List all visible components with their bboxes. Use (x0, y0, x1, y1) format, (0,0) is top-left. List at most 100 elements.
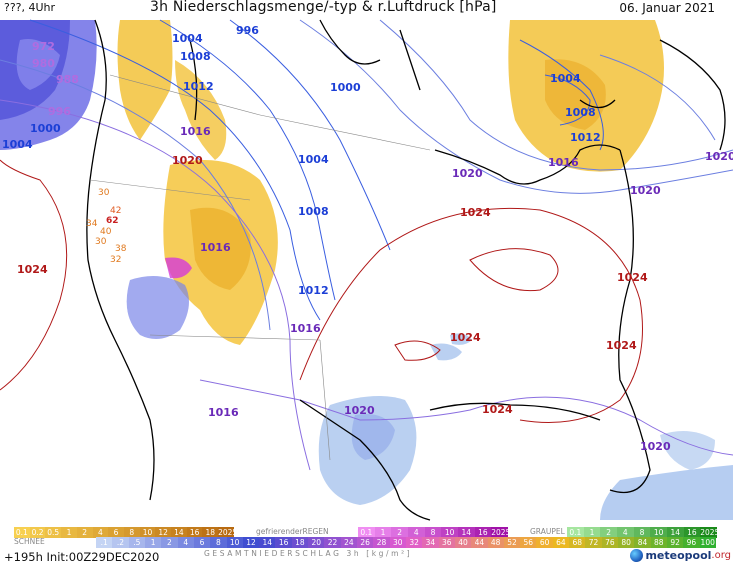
legend-swatch: 18 (202, 527, 219, 538)
isobar-labels: 972 980 988 996 1004 1000 1004 1008 1012… (2, 24, 733, 453)
temp-label: 32 (110, 255, 121, 265)
legend-swatch: 8 (424, 527, 442, 538)
isobar-label: 1004 (298, 153, 329, 166)
isobar-label: 1024 (17, 263, 48, 276)
legend-swatch: 2025+ (218, 527, 234, 538)
isobar-label: 1016 (200, 241, 231, 254)
legend-swatch: 4 (407, 527, 425, 538)
legend-swatch: 0.5 (45, 527, 62, 538)
isobar-label: 996 (236, 24, 259, 37)
legend-swatch: .1 (96, 537, 113, 548)
legend-swatch: 16 (275, 537, 292, 548)
globe-icon (630, 549, 644, 562)
temp-label: 40 (100, 227, 112, 237)
brand-name: meteopool (645, 549, 712, 562)
legend-swatch: .2 (112, 537, 129, 548)
legend-swatch: 4 (92, 527, 109, 538)
legend-swatch: 14 (666, 527, 684, 538)
isobar-label: 1012 (183, 80, 214, 93)
legend-swatch: 12 (242, 537, 260, 548)
temp-label: 38 (115, 244, 127, 254)
brand-logo[interactable]: meteopool .org (630, 549, 731, 562)
isobar-label: 1024 (606, 339, 637, 352)
legend-swatch: 8 (633, 527, 651, 538)
legend-swatch: 80 (618, 537, 635, 548)
legend-swatch: 20 (308, 537, 325, 548)
isobar-label: 972 (32, 40, 55, 53)
isobar-label: 1016 (180, 125, 211, 138)
isobar-label: 1012 (570, 131, 601, 144)
temperature-labels: 30 42 34 62 40 30 38 32 (86, 188, 127, 265)
legend-swatch: 64 (552, 537, 570, 548)
isobar-label: 1020 (344, 404, 375, 417)
legend-swatch: 96 (683, 537, 700, 548)
isobar-label: 1024 (460, 206, 491, 219)
temp-label: 30 (95, 237, 107, 247)
legend-swatch: 72 (585, 537, 602, 548)
legend-swatch: 8 (210, 537, 227, 548)
legend-swatch: 2 (161, 537, 178, 548)
legend-swatch: 10 (650, 527, 667, 538)
isobar-label: 1008 (298, 205, 329, 218)
forecast-map[interactable]: 972 980 988 996 1004 1000 1004 1008 1012… (0, 17, 733, 523)
isobar-lines (0, 19, 733, 471)
temp-label: 42 (110, 206, 121, 216)
legend-swatch: 1 (144, 537, 162, 548)
legend-swatch: 10 (441, 527, 458, 538)
isobar-label: 980 (32, 57, 55, 70)
temp-label: 34 (86, 219, 98, 229)
legend-swatch: 6 (108, 527, 124, 538)
legend-swatch: 100 (699, 537, 716, 548)
map-title: 3h Niederschlagsmenge/-typ & r.Luftdruck… (150, 0, 497, 15)
state-borders (89, 74, 431, 461)
temp-label: 30 (98, 188, 110, 198)
legend-swatch: 2 (76, 527, 93, 538)
legend-swatch: 48 (487, 537, 504, 548)
legend-swatch: 60 (536, 537, 553, 548)
isobar-label: 1020 (172, 154, 203, 167)
isobar-label: 988 (56, 73, 79, 86)
legend-swatch: 14 (171, 527, 187, 538)
legend-swatch: 2 (391, 527, 408, 538)
legend-swatch: 14 (259, 537, 276, 548)
coastlines (86, 19, 726, 521)
isobar-label: 1016 (548, 156, 579, 169)
legend-swatch: 16 (683, 527, 701, 538)
legend-swatch: 36 (438, 537, 455, 548)
legend-swatch: 32 (405, 537, 423, 548)
temp-label: 62 (106, 216, 119, 226)
legend: 0.10.20.51246810121416182025+ gefrierend… (0, 523, 733, 566)
legend-swatch: 24 (340, 537, 357, 548)
freezing-rain-label: gefrierenderREGEN (256, 527, 329, 536)
isobar-label: 1020 (630, 184, 661, 197)
graupel-label: GRAUPEL (530, 527, 565, 536)
snow-label: SCHNEE (14, 537, 45, 546)
total-precip-label: GESAMTNIEDERSCHLAG 3h [kg/m²] (204, 549, 413, 558)
isobar-label: 1000 (330, 81, 361, 94)
legend-swatch: 28 (373, 537, 390, 548)
legend-swatch: 1 (583, 527, 601, 538)
isobar-label: 1000 (30, 122, 61, 135)
isobar-label: 1004 (172, 32, 203, 45)
legend-swatch: 84 (634, 537, 651, 548)
legend-swatch: 4 (177, 537, 194, 548)
isobar-label: 1024 (617, 271, 648, 284)
legend-swatch: 2025+ (700, 527, 717, 538)
legend-swatch: 40 (454, 537, 472, 548)
isobar-label: 1016 (290, 322, 321, 335)
legend-swatch: 0.1 (567, 527, 584, 538)
legend-swatch: 6 (193, 537, 211, 548)
isobar-label: 996 (48, 105, 71, 118)
isobar-label: 1020 (452, 167, 483, 180)
legend-swatch: 2 (600, 527, 617, 538)
legend-swatch: 16 (186, 527, 203, 538)
graupel-scale: 0.112481014162025+ (567, 527, 717, 538)
legend-swatch: 14 (457, 527, 475, 538)
brand-tld: .org (711, 550, 731, 561)
isobar-label: 1024 (450, 331, 481, 344)
legend-swatch: 4 (616, 527, 634, 538)
legend-swatch: 22 (324, 537, 341, 548)
forecast-date: 06. Januar 2021 (619, 1, 715, 15)
rain-area-coast (117, 20, 173, 140)
